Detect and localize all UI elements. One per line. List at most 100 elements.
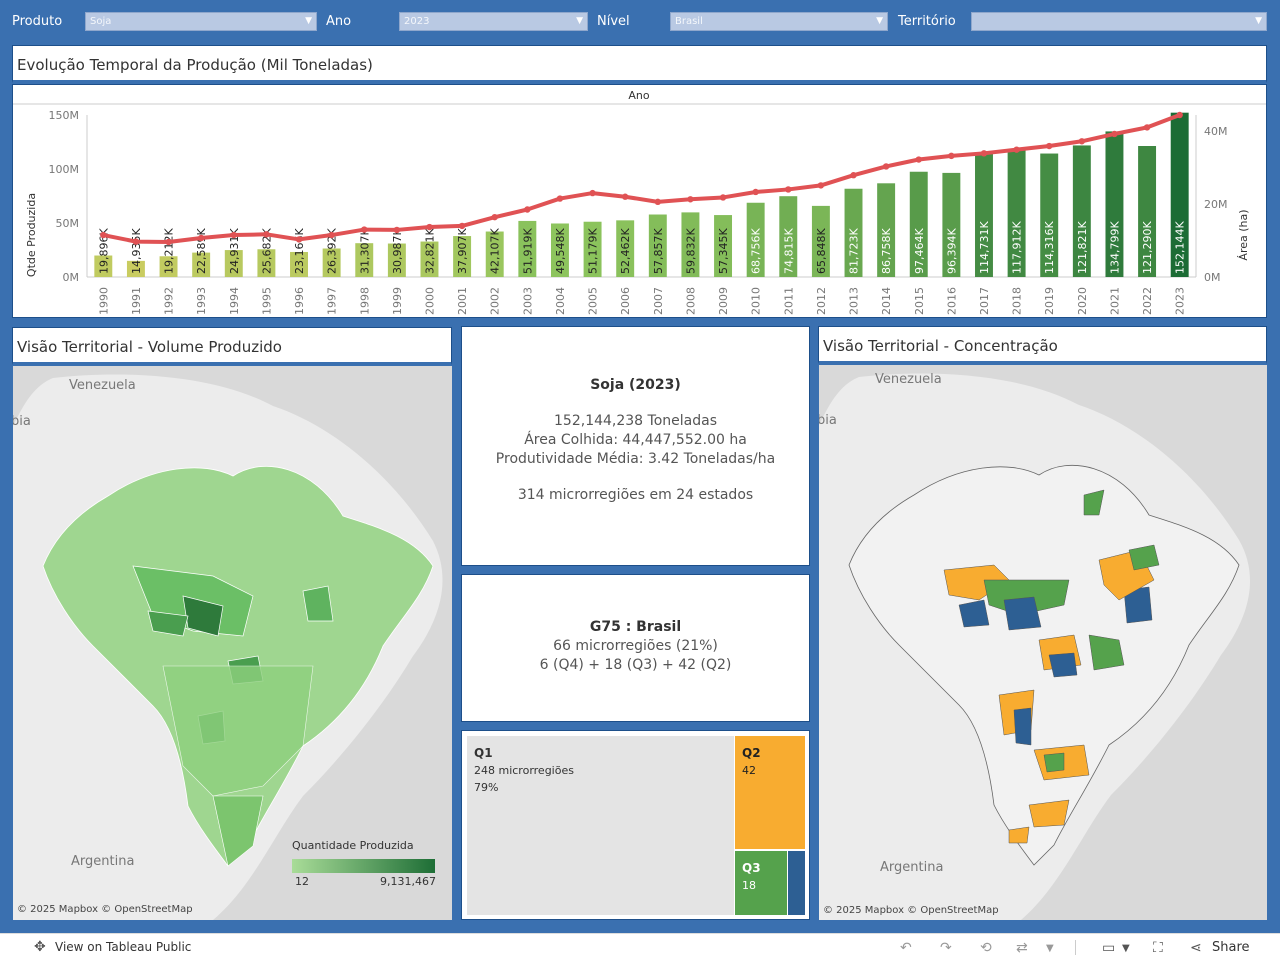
treemap-q3[interactable]: Q3 18: [735, 851, 787, 915]
area-point[interactable]: [1013, 146, 1020, 153]
bar-2005[interactable]: [583, 221, 602, 277]
bar-1992[interactable]: [159, 256, 178, 277]
treemap-q4[interactable]: [788, 851, 805, 915]
bar-label: 121,821K: [1076, 221, 1089, 274]
bar-2009[interactable]: [714, 215, 733, 277]
area-point[interactable]: [263, 231, 270, 238]
share-button[interactable]: Share: [1212, 940, 1250, 955]
map-attribution[interactable]: © 2025 Mapbox © OpenStreetMap: [823, 905, 999, 916]
area-point[interactable]: [785, 186, 792, 193]
chevron-down-icon[interactable]: ▼: [1046, 943, 1054, 954]
bar-label: 86,758K: [880, 228, 893, 274]
area-point[interactable]: [100, 231, 107, 239]
redo-icon[interactable]: ↷: [940, 940, 952, 956]
nivel-label: Nível: [597, 14, 630, 29]
bar-1995[interactable]: [257, 249, 276, 277]
area-point[interactable]: [589, 189, 596, 197]
treemap-q1[interactable]: Q1 248 microrregiões 79%: [467, 736, 734, 915]
bar-2017[interactable]: [975, 153, 993, 277]
area-point[interactable]: [197, 234, 205, 242]
area-point[interactable]: [361, 226, 368, 233]
refresh-icon[interactable]: ⇄: [1016, 940, 1028, 956]
area-point[interactable]: [621, 193, 629, 200]
bar-2006[interactable]: [616, 220, 635, 277]
bar-2011[interactable]: [779, 196, 798, 277]
area-point[interactable]: [524, 206, 531, 213]
bar-2010[interactable]: [746, 202, 765, 277]
bar-2004[interactable]: [550, 223, 569, 277]
timeline-chart-panel: Ano Qtde Produzida Área (ha) 19,896K 14,9…: [12, 84, 1267, 318]
area-point[interactable]: [426, 223, 433, 231]
bar-2023[interactable]: [1170, 112, 1189, 277]
bar-1991[interactable]: [126, 260, 145, 277]
region-q2: [1008, 826, 1030, 844]
area-point[interactable]: [1078, 138, 1086, 145]
chevron-down-icon[interactable]: ▼: [1122, 943, 1130, 954]
bar-2018[interactable]: [1007, 149, 1026, 277]
area-point[interactable]: [1046, 142, 1053, 150]
ano-select[interactable]: 2023 ▼: [399, 12, 588, 31]
area-point[interactable]: [882, 163, 890, 170]
area-point[interactable]: [165, 238, 172, 246]
bar-2016[interactable]: [942, 172, 961, 277]
fullscreen-icon[interactable]: ⛶: [1153, 940, 1163, 956]
area-point[interactable]: [687, 196, 694, 203]
bar-2012[interactable]: [811, 205, 830, 277]
area-point[interactable]: [393, 226, 401, 234]
area-point[interactable]: [1143, 124, 1151, 131]
revert-icon[interactable]: ⟲: [980, 940, 992, 956]
area-point[interactable]: [295, 236, 303, 243]
y-axis-left-label: Qtde Produzida: [25, 193, 38, 277]
area-point[interactable]: [654, 198, 662, 206]
produto-select[interactable]: Soja ▼: [85, 12, 317, 31]
undo-icon[interactable]: ↶: [900, 940, 912, 956]
area-point[interactable]: [850, 172, 857, 179]
area-point[interactable]: [491, 213, 498, 221]
bar-2002[interactable]: [485, 231, 504, 277]
bar-1998[interactable]: [355, 243, 374, 277]
volume-map[interactable]: Venezuela bia Argentina Quantidade Produ…: [13, 366, 452, 920]
bar-1999[interactable]: [387, 243, 406, 277]
bar-2014[interactable]: [877, 183, 896, 277]
area-point[interactable]: [719, 194, 727, 201]
area-line[interactable]: [102, 113, 1181, 244]
bar-2007[interactable]: [648, 214, 667, 277]
nivel-select[interactable]: Brasil ▼: [670, 12, 888, 31]
bar-1993[interactable]: [192, 252, 211, 277]
bar-2008[interactable]: [681, 212, 700, 277]
area-point[interactable]: [948, 152, 955, 160]
bar-1990[interactable]: [94, 255, 113, 277]
area-point[interactable]: [980, 150, 988, 157]
bar-2001[interactable]: [453, 236, 472, 277]
map-attribution[interactable]: © 2025 Mapbox © OpenStreetMap: [17, 904, 193, 915]
area-point[interactable]: [752, 188, 759, 196]
area-point[interactable]: [1176, 111, 1183, 119]
bar-2000[interactable]: [420, 241, 439, 277]
area-point[interactable]: [230, 231, 237, 239]
bar-2003[interactable]: [518, 220, 537, 277]
territorio-select[interactable]: ▼: [971, 12, 1267, 31]
area-point[interactable]: [328, 231, 335, 239]
chevron-down-icon: ▼: [576, 16, 583, 26]
area-point[interactable]: [817, 182, 825, 189]
treemap-q2[interactable]: Q2 42: [735, 736, 805, 849]
concentration-map[interactable]: Venezuela bia Argentina © 2025 Mapbox © …: [819, 365, 1267, 920]
device-preview-icon[interactable]: ▭: [1102, 940, 1116, 956]
bar-2020[interactable]: [1072, 145, 1091, 277]
share-icon[interactable]: ⋖: [1190, 940, 1202, 956]
area-point[interactable]: [132, 238, 140, 245]
bar-1996[interactable]: [290, 251, 308, 277]
view-on-tableau-link[interactable]: View on Tableau Public: [55, 940, 192, 954]
bar-1994[interactable]: [224, 250, 243, 277]
area-point[interactable]: [556, 195, 564, 202]
area-point[interactable]: [458, 222, 466, 230]
area-point[interactable]: [915, 156, 922, 163]
bar-2021[interactable]: [1105, 131, 1124, 277]
bar-2022[interactable]: [1138, 146, 1157, 277]
timeline-chart[interactable]: Ano Qtde Produzida Área (ha) 19,896K 14,9…: [13, 85, 1266, 317]
bar-1997[interactable]: [322, 248, 341, 277]
area-point[interactable]: [1111, 130, 1118, 138]
bar-2015[interactable]: [909, 171, 928, 277]
bar-2019[interactable]: [1040, 153, 1059, 277]
bar-2013[interactable]: [844, 188, 863, 277]
